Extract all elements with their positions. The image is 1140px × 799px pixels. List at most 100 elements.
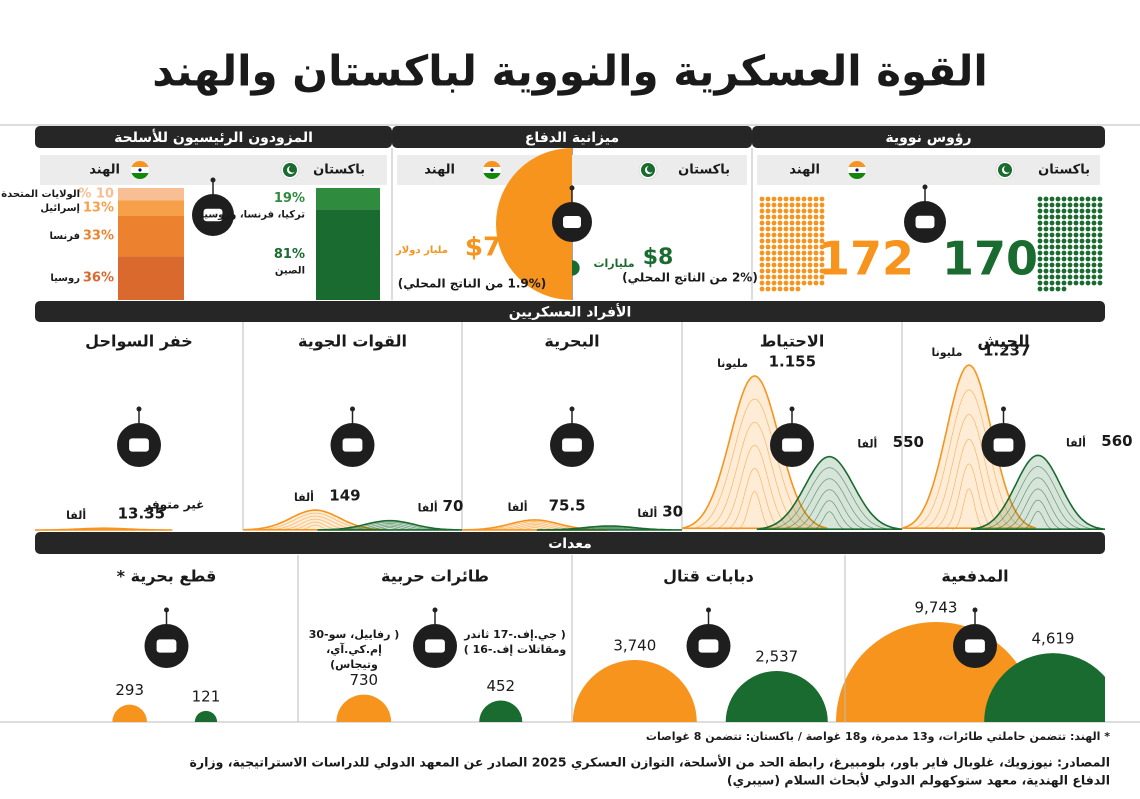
warhead-dot: [819, 220, 825, 226]
section-title: المزودون الرئيسيون للأسلحة: [114, 129, 313, 146]
warhead-dot: [1055, 244, 1061, 250]
warhead-dot: [1055, 286, 1061, 292]
warhead-dot: [789, 232, 795, 238]
icon-pin-dot: [569, 185, 575, 191]
personnel-curve: [536, 525, 683, 531]
value-label: 9,743: [915, 599, 958, 617]
country-name: باكستان: [678, 163, 730, 178]
warhead-dot: [1079, 274, 1085, 280]
warhead-dot: [1061, 202, 1067, 208]
warhead-dot: [759, 232, 765, 238]
curve-hatch: [1011, 499, 1065, 531]
flag: [848, 173, 866, 179]
curve-hatch: [952, 488, 986, 530]
warhead-dot: [771, 232, 777, 238]
flag: [646, 165, 655, 173]
warhead-dot: [819, 250, 825, 256]
warhead-dot: [795, 244, 801, 250]
warhead-dot: [1055, 238, 1061, 244]
flag: [855, 168, 859, 172]
equipment-circles: [112, 622, 1105, 722]
warhead-dot: [1091, 208, 1097, 214]
warhead-dot: [765, 256, 771, 262]
warhead-dot: [1073, 196, 1079, 202]
warhead-dot: [759, 244, 765, 250]
warhead-dot: [771, 196, 777, 202]
flag: [131, 173, 149, 179]
unit-label: مليونا: [932, 346, 963, 359]
page-title: القوة العسكرية والنووية لباكستان والهند: [152, 47, 988, 97]
warhead-dot: [783, 220, 789, 226]
warhead-dot: [1085, 268, 1091, 274]
curve-hatch: [692, 398, 817, 529]
warhead-dot: [759, 238, 765, 244]
warhead-dot: [1061, 274, 1067, 280]
section-bar: [752, 126, 1105, 148]
warhead-dot: [807, 268, 813, 274]
budget-half: [496, 148, 572, 300]
flag: [1003, 165, 1012, 173]
warhead-dot: [1055, 280, 1061, 286]
icon-glyph: [965, 639, 985, 653]
warhead-dot: [765, 226, 771, 232]
panel-title: دبابات قتال: [663, 567, 754, 586]
icon-pin-dot: [569, 406, 575, 412]
warhead-dot: [771, 256, 777, 262]
warhead-dot: [807, 232, 813, 238]
warhead-dot: [789, 256, 795, 262]
warhead-dot: [1055, 274, 1061, 280]
value-label: 730: [349, 671, 378, 689]
warhead-dot: [1085, 280, 1091, 286]
warhead-dot: [765, 244, 771, 250]
warhead-dot: [1073, 238, 1079, 244]
icon-pin-dot: [210, 177, 216, 183]
warhead-dot: [1091, 262, 1097, 268]
panel-title: قطع بحرية *: [117, 567, 217, 586]
warhead-dot: [1049, 226, 1055, 232]
warhead-dot: [771, 214, 777, 220]
percent-label: 36%: [83, 271, 114, 286]
warhead-dot: [813, 226, 819, 232]
warhead-dot: [807, 202, 813, 208]
warhead-dot: [783, 262, 789, 268]
warhead-dot: [783, 226, 789, 232]
warhead-dot: [1043, 250, 1049, 256]
warhead-dot: [1085, 244, 1091, 250]
warhead-dot: [783, 286, 789, 292]
warhead-dot: [1097, 202, 1103, 208]
warhead-dot: [1097, 274, 1103, 280]
equipment-circle: [479, 700, 523, 722]
warhead-dot: [1037, 232, 1043, 238]
warhead-dot: [1091, 280, 1097, 286]
warhead-dot: [801, 244, 807, 250]
warhead-dot: [777, 226, 783, 232]
warhead-dot: [1043, 196, 1049, 202]
warhead-dot: [777, 208, 783, 214]
section-title: الأفراد العسكريين: [509, 304, 632, 321]
equipment-circle: [112, 704, 148, 722]
warhead-dot: [1073, 262, 1079, 268]
panel-title: طائرات حربية: [381, 567, 489, 586]
warhead-dot: [789, 220, 795, 226]
warhead-dot: [1067, 238, 1073, 244]
warhead-dot: [1037, 202, 1043, 208]
curve-hatch: [767, 467, 892, 530]
warhead-dot: [819, 232, 825, 238]
warhead-dot: [813, 214, 819, 220]
warhead-dot: [795, 196, 801, 202]
warhead-dot: [1061, 250, 1067, 256]
warhead-dot: [1061, 214, 1067, 220]
curve-hatch: [725, 468, 784, 530]
country-name: الهند: [424, 163, 455, 178]
warhead-dot: [1085, 274, 1091, 280]
supplier-segment: [118, 256, 184, 300]
warhead-dot: [1079, 220, 1085, 226]
warhead-dot: [1037, 208, 1043, 214]
warhead-dot: [765, 196, 771, 202]
warhead-dot: [1091, 244, 1097, 250]
warhead-dot: [819, 256, 825, 262]
warhead-dot: [765, 202, 771, 208]
warhead-dot: [1085, 226, 1091, 232]
warhead-dot: [813, 202, 819, 208]
warhead-dot: [1067, 280, 1073, 286]
